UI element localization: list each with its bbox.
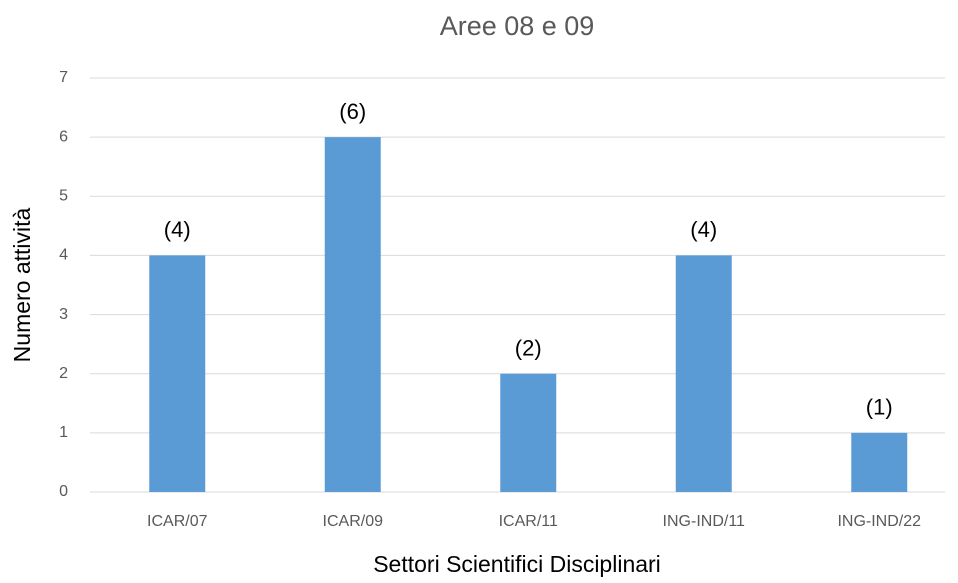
bar (500, 373, 557, 492)
data-label: (2) (515, 336, 542, 361)
y-tick-label: 1 (59, 424, 68, 441)
bar (324, 137, 381, 492)
y-tick-label: 0 (59, 483, 68, 500)
y-tick-label: 2 (59, 365, 68, 382)
x-tick-label: ICAR/07 (147, 513, 208, 530)
data-label: (1) (866, 395, 893, 420)
y-axis-title: Numero attività (9, 207, 35, 362)
y-tick-label: 4 (59, 247, 68, 264)
x-tick-label: ICAR/11 (499, 513, 558, 530)
chart-title: Aree 08 e 09 (440, 11, 595, 41)
x-tick-label: ING-IND/11 (663, 513, 745, 530)
x-axis-title: Settori Scientifici Disciplinari (373, 551, 661, 577)
y-tick-label: 7 (59, 69, 68, 86)
y-tick-label: 5 (59, 188, 68, 205)
data-label: (4) (164, 217, 191, 242)
data-label: (6) (339, 99, 366, 124)
y-tick-label: 6 (59, 128, 68, 145)
x-tick-label: ICAR/09 (323, 513, 384, 530)
x-tick-label: ING-IND/22 (837, 513, 921, 530)
bar (149, 255, 206, 492)
bar (675, 255, 732, 492)
data-label: (4) (690, 217, 717, 242)
bar (851, 432, 908, 492)
y-tick-label: 3 (59, 306, 68, 323)
